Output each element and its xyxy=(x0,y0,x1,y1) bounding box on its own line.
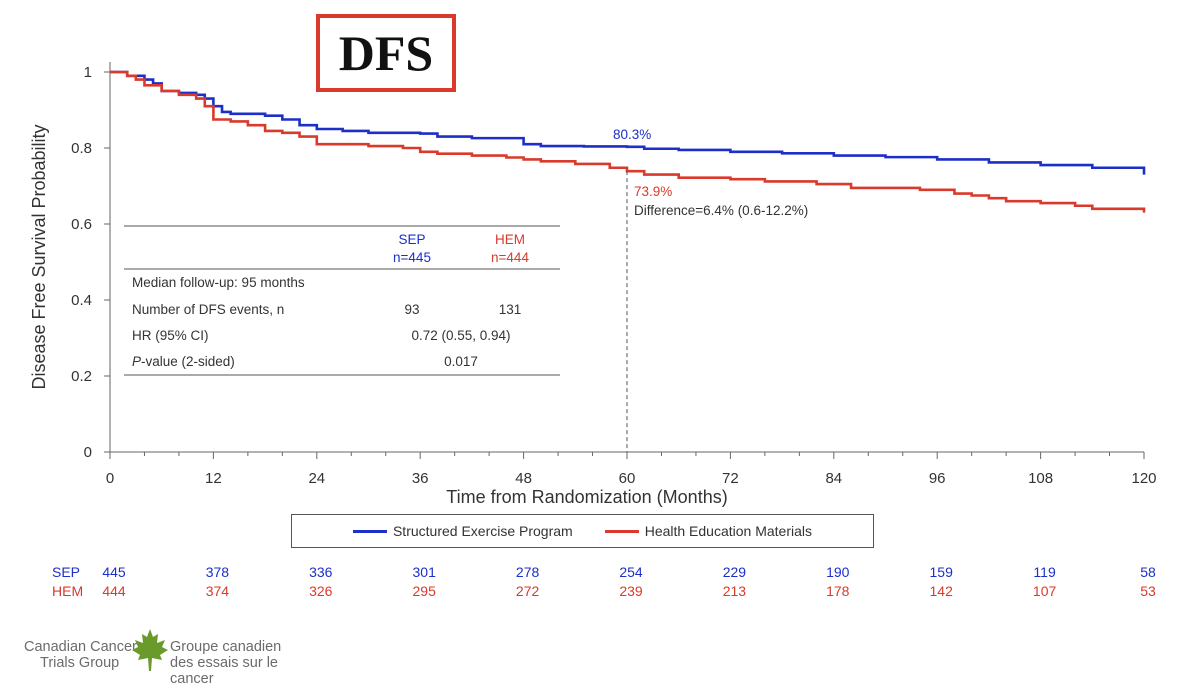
stats-p-label: P-value (2-sided) xyxy=(132,354,235,369)
risk-sep-value: 119 xyxy=(1033,564,1056,580)
risk-sep-value: 190 xyxy=(826,564,850,580)
stats-median-followup: Median follow-up: 95 months xyxy=(132,275,305,290)
stats-table: SEP n=445 HEM n=444 Median follow-up: 95 mon… xyxy=(124,225,560,376)
risk-hem-value: 53 xyxy=(1140,583,1156,599)
series-line-sep xyxy=(110,70,1146,175)
survival-curves xyxy=(110,70,1146,213)
stats-col-sep: SEP xyxy=(398,232,425,247)
y-tick-label: 0.8 xyxy=(71,140,92,157)
annotation-difference: Difference=6.4% (0.6-12.2%) xyxy=(634,203,808,218)
stats-col-sep-n: n=445 xyxy=(393,250,431,265)
x-tick-label: 72 xyxy=(722,470,739,487)
risk-label-sep: SEP xyxy=(52,564,80,580)
legend-item-hem: Health Education Materials xyxy=(604,523,813,539)
series-line-hem xyxy=(110,70,1146,213)
annotation-hem-rate: 73.9% xyxy=(634,184,672,199)
stats-p-value: 0.017 xyxy=(444,354,478,369)
stats-events-hem: 131 xyxy=(499,302,522,317)
stats-events-sep: 93 xyxy=(404,302,419,317)
stats-col-hem: HEM xyxy=(495,232,525,247)
org-name-fr-line2: des essais sur le cancer xyxy=(170,655,278,687)
risk-sep-value: 229 xyxy=(723,564,747,580)
legend-item-sep: Structured Exercise Program xyxy=(352,523,573,539)
legend-swatch-sep xyxy=(352,529,387,533)
maple-leaf-icon xyxy=(132,629,168,671)
x-tick-label: 60 xyxy=(619,470,636,487)
risk-hem-value: 142 xyxy=(930,583,954,599)
x-axis-title: Time from Randomization (Months) xyxy=(446,487,727,507)
y-tick-label: 0.2 xyxy=(71,368,92,385)
x-tick-label: 36 xyxy=(412,470,429,487)
risk-sep-value: 58 xyxy=(1140,564,1156,580)
x-tick-label: 12 xyxy=(205,470,222,487)
risk-sep-value: 301 xyxy=(413,564,437,580)
risk-label-hem: HEM xyxy=(52,583,83,599)
stats-events-label: Number of DFS events, n xyxy=(132,302,284,317)
org-name-en-line2: Trials Group xyxy=(40,655,120,671)
x-tick-label: 84 xyxy=(825,470,842,487)
risk-sep-value: 159 xyxy=(930,564,954,580)
y-tick-label: 0.4 xyxy=(71,292,92,309)
stats-hr-label: HR (95% CI) xyxy=(132,328,209,343)
risk-sep-value: 445 xyxy=(102,564,126,580)
legend: Structured Exercise Program Health Educa… xyxy=(291,514,874,548)
risk-hem-value: 444 xyxy=(102,583,126,599)
legend-label-hem: Health Education Materials xyxy=(644,523,813,539)
x-tick-label: 96 xyxy=(929,470,946,487)
stats-col-hem-n: n=444 xyxy=(491,250,529,265)
x-tick-label: 108 xyxy=(1028,470,1053,487)
legend-swatch-hem xyxy=(604,529,639,533)
y-tick-label: 0.6 xyxy=(71,216,92,233)
risk-hem-value: 213 xyxy=(723,583,747,599)
y-tick-label: 0 xyxy=(84,444,92,461)
risk-hem-value: 295 xyxy=(413,583,437,599)
footer-logo: Canadian Cancer Trials Group Groupe cana… xyxy=(24,625,324,687)
y-tick-label: 1 xyxy=(84,64,92,81)
risk-table: SEP HEM 445 444 378 374 336 326 301 295 278 272 254 2… xyxy=(52,564,1156,599)
risk-sep-value: 254 xyxy=(619,564,643,580)
x-tick-label: 24 xyxy=(308,470,325,487)
risk-hem-value: 239 xyxy=(619,583,643,599)
annotation-sep-rate: 80.3% xyxy=(613,127,651,142)
x-tick-label: 48 xyxy=(515,470,532,487)
risk-sep-value: 278 xyxy=(516,564,540,580)
risk-hem-value: 107 xyxy=(1033,583,1057,599)
legend-label-sep: Structured Exercise Program xyxy=(392,523,573,539)
x-tick-label: 0 xyxy=(106,470,114,487)
risk-sep-value: 336 xyxy=(309,564,333,580)
annotations: 80.3% 73.9% Difference=6.4% (0.6-12.2%) xyxy=(613,127,808,452)
risk-hem-value: 272 xyxy=(516,583,540,599)
risk-sep-value: 378 xyxy=(206,564,230,580)
stats-table-bg xyxy=(124,228,560,376)
org-name-fr-line1: Groupe canadien xyxy=(170,639,282,655)
org-name-en-line1: Canadian Cancer xyxy=(24,639,137,655)
x-tick-label: 120 xyxy=(1131,470,1156,487)
chart-title: DFS xyxy=(316,14,456,92)
y-axis-title: Disease Free Survival Probability xyxy=(29,124,49,389)
axes: 0 12 24 36 48 60 72 84 96 108 120 0 0.2 0.4 0.6 0.8 1 Tim… xyxy=(29,62,1157,507)
risk-hem-value: 326 xyxy=(309,583,333,599)
risk-hem-value: 178 xyxy=(826,583,850,599)
stats-hr-value: 0.72 (0.55, 0.94) xyxy=(411,328,510,343)
risk-hem-value: 374 xyxy=(206,583,230,599)
